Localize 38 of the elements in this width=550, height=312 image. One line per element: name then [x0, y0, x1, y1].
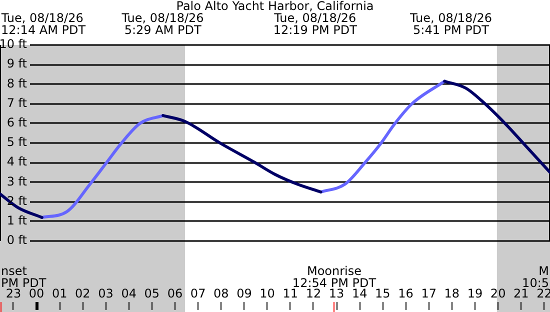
- y-tick-label: 8 ft: [6, 76, 28, 90]
- x-tick-label: 00: [28, 286, 44, 300]
- y-tick-label: 7 ft: [6, 96, 28, 110]
- y-tick-label: 3 ft: [6, 174, 28, 188]
- text: Tue, 08/18/26 12:14 AM PDT: [0, 11, 86, 38]
- y-tick-label: 9 ft: [6, 56, 28, 71]
- x-tick-label: 09: [236, 286, 252, 300]
- x-tick-label: 20: [490, 286, 506, 300]
- x-tick-label: 04: [121, 286, 136, 300]
- x-tick-label: 12: [306, 286, 322, 300]
- x-tick-label: 13: [328, 286, 344, 300]
- y-tick-label: 1 ft: [6, 214, 28, 228]
- x-tick-label: 18: [444, 286, 460, 300]
- x-tick-label: 03: [98, 286, 114, 300]
- x-tick-label: 07: [190, 286, 206, 300]
- x-tick-label: 02: [75, 286, 90, 300]
- text: Tue, 08/18/26 12:19 PM PDT: [273, 11, 358, 38]
- x-tick-label: 11: [282, 286, 298, 300]
- x-tick-label: 08: [214, 286, 229, 300]
- x-tick-label: 19: [467, 286, 483, 300]
- y-tick-label: 10 ft: [0, 37, 28, 52]
- x-tick-label: 05: [144, 286, 160, 300]
- x-tick-label: 16: [398, 286, 414, 300]
- y-tick-label: 5 ft: [6, 135, 28, 150]
- x-tick-label: 23: [6, 286, 22, 300]
- chart-title: Palo Alto Yacht Harbor, California: [176, 0, 374, 14]
- x-tick-label: 15: [375, 286, 390, 300]
- text: Tue, 08/18/26 5:41 PM PDT: [408, 11, 492, 38]
- x-tick-label: 14: [352, 286, 368, 300]
- text: Tue, 08/18/26 5:29 AM PDT: [120, 11, 204, 38]
- y-tick-label: 4 ft: [6, 154, 28, 169]
- x-tick-label: 21: [514, 286, 529, 300]
- x-tick-label: 06: [167, 286, 183, 300]
- x-tick-label: 01: [52, 286, 68, 300]
- x-tick-label: 17: [421, 286, 436, 300]
- y-tick-label: 0 ft: [6, 233, 28, 248]
- y-tick-label: 6 ft: [6, 116, 28, 130]
- x-tick-label: 10: [260, 286, 275, 300]
